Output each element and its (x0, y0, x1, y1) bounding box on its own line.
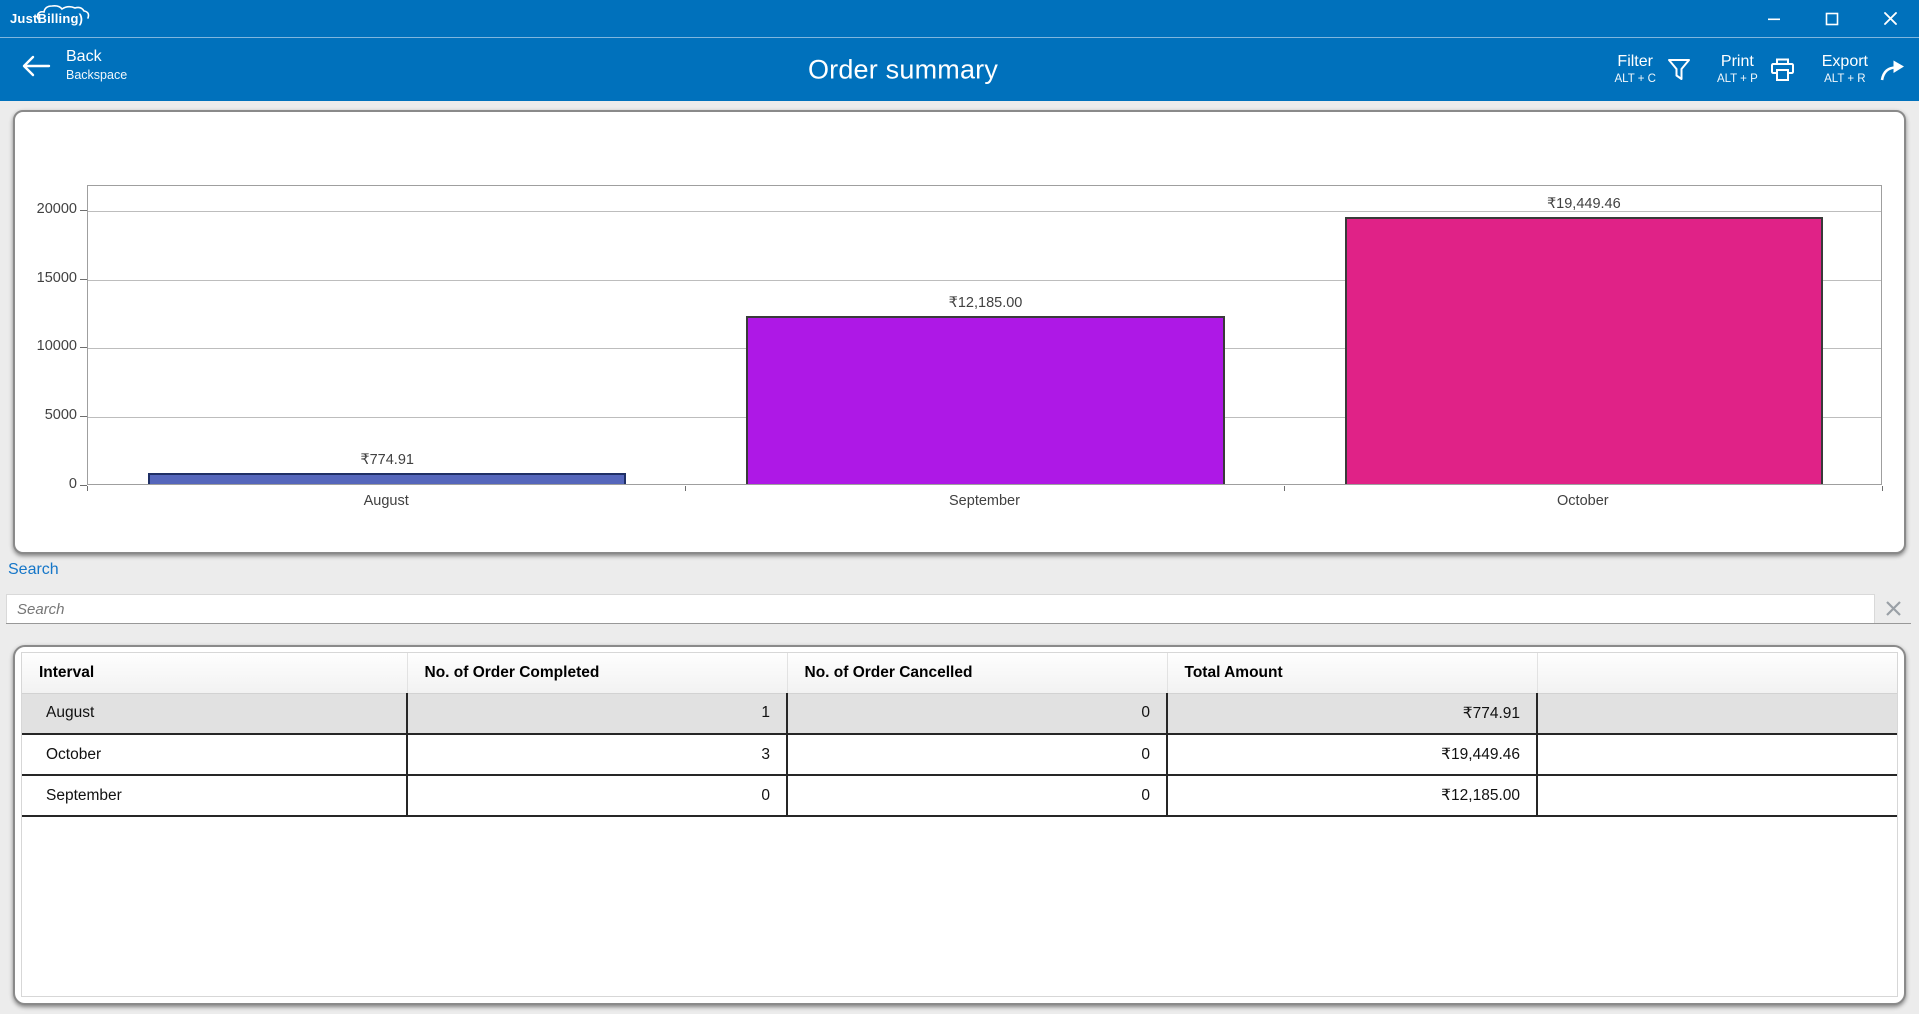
back-shortcut: Backspace (66, 68, 128, 82)
y-axis-tick (80, 209, 87, 211)
order-summary-chart-panel: ₹774.91 ₹12,185.00 ₹19,449.46 0 5000 10000 15… (13, 110, 1906, 554)
bar-value-label: ₹774.91 (360, 452, 414, 469)
interval-cell: September (22, 775, 408, 817)
total-amount-cell: ₹19,449.46 (1167, 734, 1538, 776)
search-label: Search (8, 561, 59, 578)
bar-october[interactable] (1344, 216, 1824, 484)
column-header-no-of-order-cancelled[interactable]: No. of Order Cancelled (787, 653, 1168, 694)
empty-cell (1537, 734, 1897, 776)
empty-cell (1537, 693, 1897, 735)
order-summary-table: Interval No. of Order Completed No. of Ord… (21, 652, 1898, 997)
export-label: Export (1821, 53, 1868, 70)
close-button[interactable] (1861, 0, 1919, 37)
interval-cell: October (22, 734, 408, 776)
command-bar: Filter ALT + C Print ALT + P Export ALT … (1614, 38, 1907, 101)
y-axis-label: 5000 (44, 407, 77, 424)
column-header-total-amount[interactable]: Total Amount (1167, 653, 1538, 694)
filter-icon (1667, 58, 1690, 80)
y-axis-tick (80, 278, 87, 280)
search-bar (6, 594, 1911, 624)
close-icon (1883, 12, 1897, 25)
x-axis-tick (1882, 486, 1883, 491)
total-amount-cell: ₹774.91 (1167, 693, 1538, 735)
y-axis-tick (80, 347, 87, 349)
titlebar: JustBilling) (0, 0, 1919, 37)
x-axis-label: October (1557, 493, 1609, 509)
column-header-no-of-order-completed[interactable]: No. of Order Completed (407, 653, 788, 694)
y-axis-label: 0 (68, 476, 77, 492)
bar-value-label: ₹19,449.46 (1546, 195, 1621, 212)
clear-search-icon (1885, 601, 1901, 616)
column-header-empty (1537, 653, 1897, 694)
window-controls (1745, 0, 1919, 37)
x-axis-tick (685, 486, 687, 491)
table-row-august[interactable]: August 1 0 ₹774.91 (22, 693, 1897, 735)
page-title: Order summary (807, 54, 999, 84)
completed-cell: 1 (407, 693, 788, 735)
print-label: Print (1720, 53, 1754, 70)
table-row-october[interactable]: October 3 0 ₹19,449.46 (22, 734, 1897, 776)
back-label: Back (66, 48, 102, 65)
appbar: Back Backspace Order summary Filter ALT … (0, 37, 1919, 101)
search-input[interactable] (6, 594, 1875, 623)
y-axis-tick (80, 485, 87, 486)
x-axis-label: September (949, 493, 1020, 509)
y-axis-label: 15000 (36, 269, 77, 286)
bar-value-label: ₹12,185.00 (948, 295, 1023, 312)
filter-shortcut: ALT + C (1614, 73, 1656, 85)
export-shortcut: ALT + R (1824, 73, 1866, 85)
app-logo-text: JustBilling (10, 11, 79, 26)
app-logo: JustBilling) (10, 5, 90, 26)
total-amount-cell: ₹12,185.00 (1167, 775, 1538, 817)
bar-august[interactable] (147, 473, 627, 484)
print-shortcut: ALT + P (1716, 73, 1758, 85)
cloud-icon (36, 5, 90, 21)
bar-september[interactable] (746, 316, 1225, 484)
cancelled-cell: 0 (787, 693, 1168, 735)
maximize-button[interactable] (1803, 0, 1861, 37)
export-button[interactable]: Export ALT + R (1822, 52, 1907, 87)
y-axis-label: 10000 (36, 338, 77, 355)
back-arrow-icon (22, 55, 51, 76)
chart-gridline (88, 210, 1881, 212)
filter-button[interactable]: Filter ALT + C (1614, 52, 1690, 87)
export-icon (1880, 60, 1904, 80)
table-row-september[interactable]: September 0 0 ₹12,185.00 (22, 775, 1897, 817)
cancelled-cell: 0 (787, 775, 1168, 817)
x-axis-label: August (363, 493, 409, 509)
filter-label: Filter (1617, 53, 1653, 70)
print-button[interactable]: Print ALT + P (1717, 52, 1796, 87)
empty-cell (1537, 775, 1897, 817)
chart-plot-area: ₹774.91 ₹12,185.00 ₹19,449.46 (87, 185, 1882, 485)
cancelled-cell: 0 (787, 734, 1168, 776)
column-header-interval[interactable]: Interval (22, 653, 408, 694)
print-icon (1770, 58, 1794, 81)
interval-cell: August (22, 693, 408, 735)
order-summary-table-panel: Interval No. of Order Completed No. of Ord… (13, 645, 1906, 1005)
y-axis-tick (80, 416, 87, 418)
chart-gridline (88, 279, 1881, 281)
completed-cell: 0 (407, 775, 788, 817)
completed-cell: 3 (407, 734, 788, 776)
y-axis-label: 20000 (36, 200, 77, 217)
x-axis-tick (87, 486, 88, 491)
clear-search-button[interactable] (1875, 594, 1911, 623)
minimize-button[interactable] (1745, 0, 1803, 37)
maximize-icon (1825, 12, 1839, 25)
minimize-icon (1768, 18, 1780, 20)
back-button[interactable]: Back Backspace (20, 47, 127, 84)
x-axis-tick (1283, 486, 1285, 491)
